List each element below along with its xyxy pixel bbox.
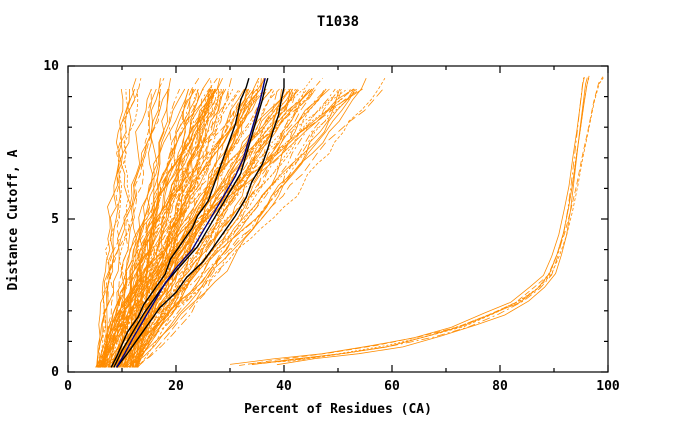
ensemble-line bbox=[127, 88, 272, 368]
right-cluster-line bbox=[251, 77, 590, 365]
ensemble-line bbox=[98, 88, 226, 368]
x-tick-label: 60 bbox=[384, 379, 400, 394]
ensemble-line bbox=[96, 88, 246, 368]
ensemble-line bbox=[132, 88, 216, 368]
ensemble-line bbox=[135, 88, 330, 368]
ensemble-line bbox=[97, 88, 222, 368]
ensemble-line bbox=[134, 88, 258, 368]
ensemble-line bbox=[105, 88, 358, 368]
ensemble-line bbox=[107, 88, 169, 368]
ensemble-line bbox=[98, 77, 386, 368]
ensemble-line bbox=[101, 89, 219, 368]
ensemble-line bbox=[116, 88, 343, 368]
x-tick-label: 100 bbox=[596, 379, 620, 394]
ensemble-line bbox=[117, 88, 218, 368]
ensemble-line bbox=[125, 88, 300, 368]
ensemble-line bbox=[102, 88, 152, 368]
model-black-2 bbox=[116, 78, 285, 368]
right-cluster-line bbox=[229, 77, 585, 365]
ensemble-line bbox=[137, 88, 275, 368]
x-tick-label: 20 bbox=[168, 379, 184, 394]
ensemble-line bbox=[116, 88, 131, 368]
y-axis-label: Distance Cutoff, A bbox=[6, 149, 21, 290]
ensemble-line bbox=[101, 88, 304, 368]
x-tick-label: 80 bbox=[492, 379, 508, 394]
ensemble-line bbox=[108, 78, 165, 368]
chart-title: T1038 bbox=[317, 14, 359, 30]
ensemble-line bbox=[96, 88, 136, 368]
ensemble-line bbox=[133, 88, 340, 368]
ensemble-line bbox=[136, 88, 282, 368]
ensemble-line bbox=[115, 89, 137, 368]
y-tick-label: 10 bbox=[43, 59, 59, 74]
ensemble-line bbox=[102, 88, 308, 368]
ensemble-line bbox=[128, 88, 245, 368]
ensemble-line bbox=[100, 78, 142, 368]
right-cluster-line bbox=[239, 76, 604, 366]
ensemble-line bbox=[116, 78, 161, 368]
ensemble-line bbox=[97, 88, 336, 368]
ensemble-line bbox=[111, 88, 313, 368]
ensemble-line bbox=[134, 88, 294, 368]
ensemble-line bbox=[136, 88, 296, 368]
right-cluster-line bbox=[252, 75, 590, 365]
ensemble-line bbox=[126, 88, 356, 368]
ensemble-line bbox=[96, 78, 137, 368]
ensemble-line bbox=[132, 88, 170, 368]
ensemble-line bbox=[106, 88, 200, 368]
right-cluster-line bbox=[263, 77, 584, 364]
ensemble-line bbox=[110, 88, 325, 368]
ensemble-line bbox=[115, 88, 217, 368]
ensemble-line bbox=[97, 89, 152, 368]
ensemble-line bbox=[123, 88, 186, 368]
right-cluster-line bbox=[252, 77, 604, 364]
ensemble-line bbox=[101, 78, 223, 368]
ensemble-line bbox=[129, 78, 367, 368]
x-tick-label: 40 bbox=[276, 379, 292, 394]
x-axis-label: Percent of Residues (CA) bbox=[244, 402, 432, 417]
ensemble-line bbox=[132, 78, 213, 368]
ensemble-line bbox=[103, 88, 252, 368]
series-layer bbox=[95, 75, 604, 368]
ensemble-line bbox=[104, 88, 348, 368]
model-black-1 bbox=[110, 78, 250, 368]
ensemble-line bbox=[99, 88, 249, 368]
ensemble-line bbox=[128, 88, 317, 368]
ensemble-line bbox=[136, 88, 199, 368]
ensemble-line bbox=[99, 88, 327, 368]
model-blue bbox=[115, 78, 266, 368]
right-cluster-line bbox=[276, 77, 588, 366]
y-tick-label: 0 bbox=[51, 365, 59, 380]
ensemble-line bbox=[100, 88, 310, 368]
ensemble-line bbox=[99, 88, 384, 368]
ensemble-line bbox=[99, 88, 261, 368]
ensemble-line bbox=[124, 88, 199, 368]
ensemble-line bbox=[102, 88, 354, 368]
axes-layer: 0 20 40 60 80 100 0 5 10 bbox=[43, 59, 620, 394]
ensemble-line bbox=[131, 88, 229, 368]
x-tick-label: 0 bbox=[64, 379, 72, 394]
y-tick-label: 5 bbox=[51, 212, 59, 227]
model-black-3 bbox=[113, 78, 269, 368]
